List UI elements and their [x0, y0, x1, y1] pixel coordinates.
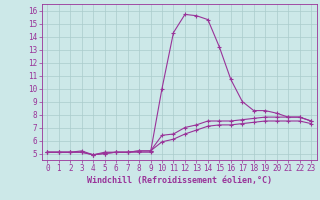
X-axis label: Windchill (Refroidissement éolien,°C): Windchill (Refroidissement éolien,°C) [87, 176, 272, 185]
